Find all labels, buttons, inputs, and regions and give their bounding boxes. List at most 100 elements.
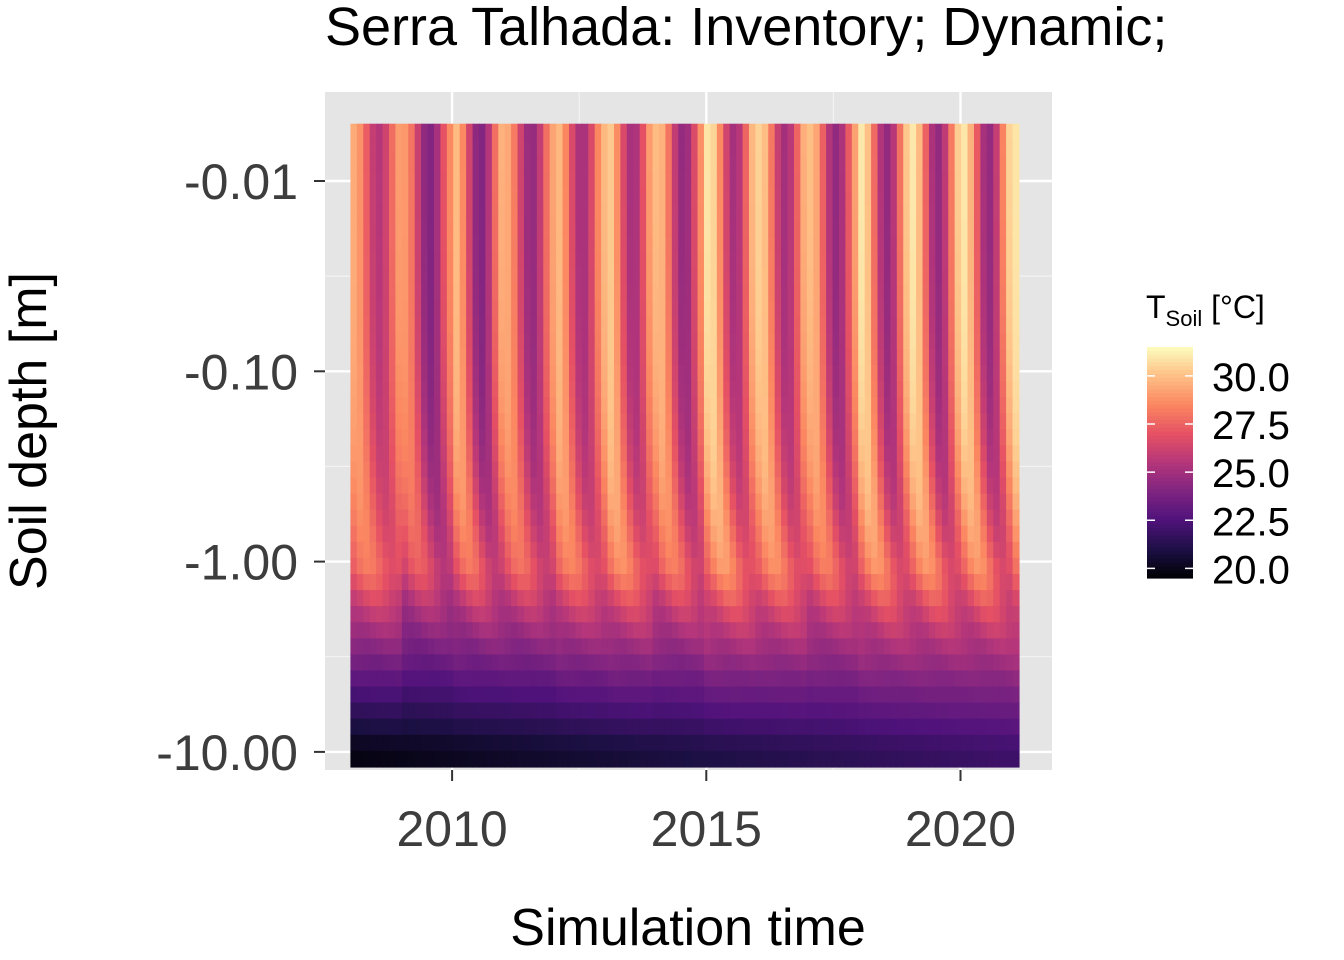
heatmap-cell <box>883 155 891 173</box>
heatmap-cell <box>980 348 988 366</box>
heatmap-cell <box>498 750 506 768</box>
heatmap-cell <box>703 252 711 270</box>
heatmap-cell <box>433 509 442 527</box>
heatmap-cell <box>748 429 756 446</box>
heatmap-cell <box>633 397 641 414</box>
heatmap-cell <box>716 204 724 221</box>
heatmap-cell <box>536 429 544 446</box>
heatmap-cell <box>922 397 930 414</box>
heatmap-cell <box>472 429 480 446</box>
heatmap-cell <box>620 493 628 511</box>
heatmap-cell <box>511 541 519 559</box>
heatmap-cell <box>395 284 403 302</box>
heatmap-cell <box>568 493 577 511</box>
heatmap-cell <box>768 541 776 559</box>
heatmap-cell <box>440 718 448 736</box>
heatmap-cell <box>980 638 988 655</box>
heatmap-cell <box>613 139 622 157</box>
heatmap-cell <box>556 348 564 366</box>
heatmap-cell <box>1012 638 1020 655</box>
heatmap-cell <box>742 381 750 398</box>
heatmap-cell <box>665 300 673 318</box>
heatmap-cell <box>671 461 679 479</box>
heatmap-cell <box>858 654 866 672</box>
heatmap-cell <box>556 236 564 253</box>
heatmap-cell <box>639 654 647 672</box>
heatmap-cell <box>832 622 840 639</box>
heatmap-cell <box>748 493 756 511</box>
heatmap-cell <box>877 622 885 639</box>
heatmap-cell <box>800 686 808 704</box>
heatmap-cell <box>543 268 551 286</box>
heatmap-cell <box>819 734 827 752</box>
heatmap-cell <box>427 541 435 559</box>
heatmap-cell <box>710 236 718 253</box>
heatmap-cell <box>356 348 364 366</box>
heatmap-cell <box>941 509 949 527</box>
heatmap-cell <box>613 670 622 688</box>
heatmap-cell <box>382 171 390 189</box>
heatmap-cell <box>511 236 519 253</box>
heatmap-cell <box>800 316 808 334</box>
heatmap-cell <box>678 654 686 672</box>
heatmap-cell <box>363 461 371 479</box>
heatmap-cell <box>903 413 911 430</box>
legend-title-main: T <box>1146 289 1166 325</box>
heatmap-cell <box>446 573 454 591</box>
heatmap-cell <box>453 236 461 253</box>
heatmap-cell <box>864 204 872 221</box>
heatmap-cell <box>838 413 846 430</box>
heatmap-cell <box>530 557 538 575</box>
heatmap-cell <box>613 268 622 286</box>
heatmap-cell <box>350 348 358 366</box>
heatmap-cell <box>421 381 429 398</box>
heatmap-cell <box>729 493 737 511</box>
heatmap-cell <box>716 477 724 495</box>
heatmap-cell <box>433 573 442 591</box>
heatmap-cell <box>755 638 763 655</box>
heatmap-cell <box>556 718 564 736</box>
heatmap-cell <box>549 397 557 414</box>
heatmap-cell <box>813 606 821 623</box>
heatmap-cell <box>697 413 705 430</box>
heatmap-cell <box>697 348 705 366</box>
heatmap-cell <box>684 204 692 221</box>
heatmap-cell <box>793 429 801 446</box>
heatmap-cell <box>793 477 801 495</box>
heatmap-cell <box>530 284 538 302</box>
heatmap-cell <box>999 155 1007 173</box>
heatmap-cell <box>999 686 1007 704</box>
heatmap-cell <box>671 493 679 511</box>
heatmap-cell <box>350 622 358 639</box>
heatmap-cell <box>504 670 512 688</box>
heatmap-cell <box>800 750 808 768</box>
heatmap-cell <box>453 316 461 334</box>
heatmap-cell <box>973 734 981 752</box>
heatmap-cell <box>954 461 962 479</box>
heatmap-cell <box>761 188 769 205</box>
heatmap-cell <box>851 171 859 189</box>
heatmap-cell <box>973 590 981 607</box>
heatmap-cell <box>903 493 911 511</box>
heatmap-cell <box>838 155 846 173</box>
heatmap-cell <box>916 332 924 350</box>
heatmap-cell <box>838 171 846 189</box>
heatmap-cell <box>626 171 634 189</box>
heatmap-cell <box>999 316 1007 334</box>
heatmap-cell <box>543 188 551 205</box>
heatmap-cell <box>948 381 956 398</box>
heatmap-cell <box>916 397 924 414</box>
heatmap-cell <box>723 509 731 527</box>
heatmap-cell <box>395 606 403 623</box>
heatmap-cell <box>973 718 981 736</box>
heatmap-cell <box>543 477 551 495</box>
heatmap-cell <box>742 445 750 463</box>
heatmap-cell <box>395 670 403 688</box>
heatmap-cell <box>459 332 467 350</box>
heatmap-cell <box>845 509 853 527</box>
heatmap-cell <box>581 557 589 575</box>
heatmap-cell <box>755 461 763 479</box>
heatmap-cell <box>941 397 949 414</box>
heatmap-cell <box>665 429 673 446</box>
heatmap-cell <box>575 445 583 463</box>
